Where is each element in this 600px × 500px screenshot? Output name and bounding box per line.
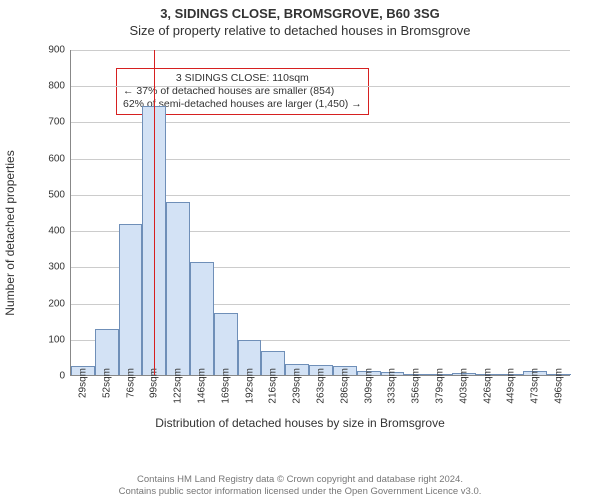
plot-area: 3 SIDINGS CLOSE: 110sqm← 37% of detached… — [70, 50, 570, 376]
x-tick-label: 169sqm — [220, 368, 231, 404]
x-tick-label: 379sqm — [435, 368, 446, 404]
x-tick-label: 122sqm — [173, 368, 184, 404]
footer-line1: Contains HM Land Registry data © Crown c… — [0, 474, 600, 486]
y-tick-label: 0 — [59, 371, 65, 382]
x-tick-label: 239sqm — [292, 368, 303, 404]
y-axis-label: Number of detached properties — [3, 150, 17, 315]
x-tick-label: 29sqm — [77, 368, 88, 398]
x-tick-label: 333sqm — [387, 368, 398, 404]
y-tick-label: 700 — [48, 117, 65, 128]
x-tick-label: 76sqm — [125, 368, 136, 398]
annotation-line: 3 SIDINGS CLOSE: 110sqm — [123, 72, 362, 85]
gridline — [71, 86, 570, 87]
x-tick-label: 263sqm — [316, 368, 327, 404]
y-tick-label: 400 — [48, 226, 65, 237]
x-tick-label: 146sqm — [196, 368, 207, 404]
footer-line2: Contains public sector information licen… — [0, 486, 600, 498]
histogram-bar — [190, 262, 214, 375]
x-tick-label: 52sqm — [101, 368, 112, 398]
y-tick-label: 600 — [48, 153, 65, 164]
plot-wrapper: Number of detached properties 3 SIDINGS … — [20, 42, 580, 424]
histogram-bar — [166, 202, 190, 375]
y-tick-label: 300 — [48, 262, 65, 273]
page-title-line1: 3, SIDINGS CLOSE, BROMSGROVE, B60 3SG — [0, 6, 600, 21]
x-tick-label: 449sqm — [506, 368, 517, 404]
histogram-bar — [214, 313, 238, 375]
y-tick-label: 100 — [48, 334, 65, 345]
page-title-line2: Size of property relative to detached ho… — [0, 23, 600, 38]
x-tick-label: 403sqm — [458, 368, 469, 404]
x-tick-label: 496sqm — [554, 368, 565, 404]
footer: Contains HM Land Registry data © Crown c… — [0, 474, 600, 498]
x-tick-label: 356sqm — [411, 368, 422, 404]
gridline — [71, 50, 570, 51]
x-tick-label: 309sqm — [363, 368, 374, 404]
x-tick-label: 192sqm — [244, 368, 255, 404]
x-tick-label: 286sqm — [339, 368, 350, 404]
y-tick-label: 200 — [48, 298, 65, 309]
x-tick-label: 473sqm — [530, 368, 541, 404]
y-tick-label: 800 — [48, 81, 65, 92]
x-axis-label: Distribution of detached houses by size … — [155, 416, 444, 430]
x-tick-label: 426sqm — [482, 368, 493, 404]
property-marker-line — [154, 50, 155, 375]
histogram-bar — [119, 224, 143, 375]
y-tick-label: 900 — [48, 45, 65, 56]
y-tick-label: 500 — [48, 189, 65, 200]
x-tick-label: 216sqm — [268, 368, 279, 404]
